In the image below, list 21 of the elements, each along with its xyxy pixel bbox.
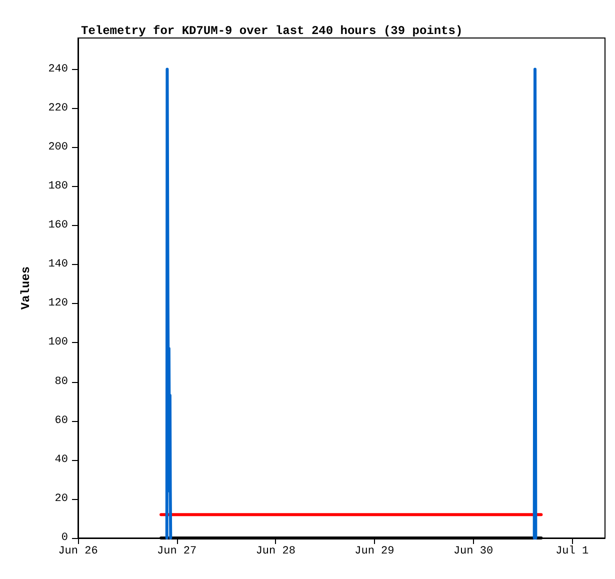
y-tick-label: 220 (48, 102, 68, 114)
y-tick-label: 40 (54, 454, 68, 466)
y-tick-label: 140 (48, 258, 68, 271)
y-tick-label: 160 (48, 220, 68, 232)
y-axis-title: Values (19, 266, 33, 310)
y-tick-label: 200 (48, 141, 68, 154)
x-tick-label: Jun 27 (157, 546, 197, 558)
y-tick-label: 20 (54, 492, 68, 505)
x-tick-label: Jun 26 (58, 546, 98, 558)
y-tick-label: 100 (48, 336, 68, 349)
y-tick-label: 60 (54, 414, 68, 427)
y-tick-label: 240 (48, 63, 68, 76)
x-tick-label: Jun 29 (354, 546, 394, 558)
y-tick-label: 120 (48, 298, 68, 310)
x-tick-label: Jun 30 (453, 546, 494, 558)
x-tick-label: Jul 1 (556, 546, 589, 558)
y-tick-label: 0 (61, 532, 68, 544)
chart-title: Telemetry for KD7UM-9 over last 240 hours (39 points) (81, 24, 463, 38)
y-tick-label: 80 (54, 376, 68, 388)
x-tick-label: Jun 28 (256, 546, 296, 558)
y-tick-label: 180 (48, 180, 68, 192)
